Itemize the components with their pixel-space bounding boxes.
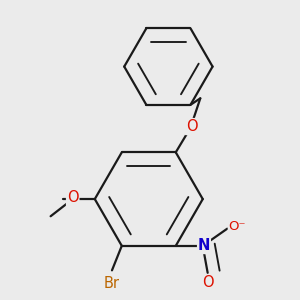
Text: Br: Br: [104, 277, 120, 292]
Text: O⁻: O⁻: [228, 220, 246, 233]
Text: N: N: [198, 238, 210, 253]
Text: O: O: [202, 275, 214, 290]
Text: O: O: [186, 119, 197, 134]
Text: O: O: [67, 190, 79, 205]
